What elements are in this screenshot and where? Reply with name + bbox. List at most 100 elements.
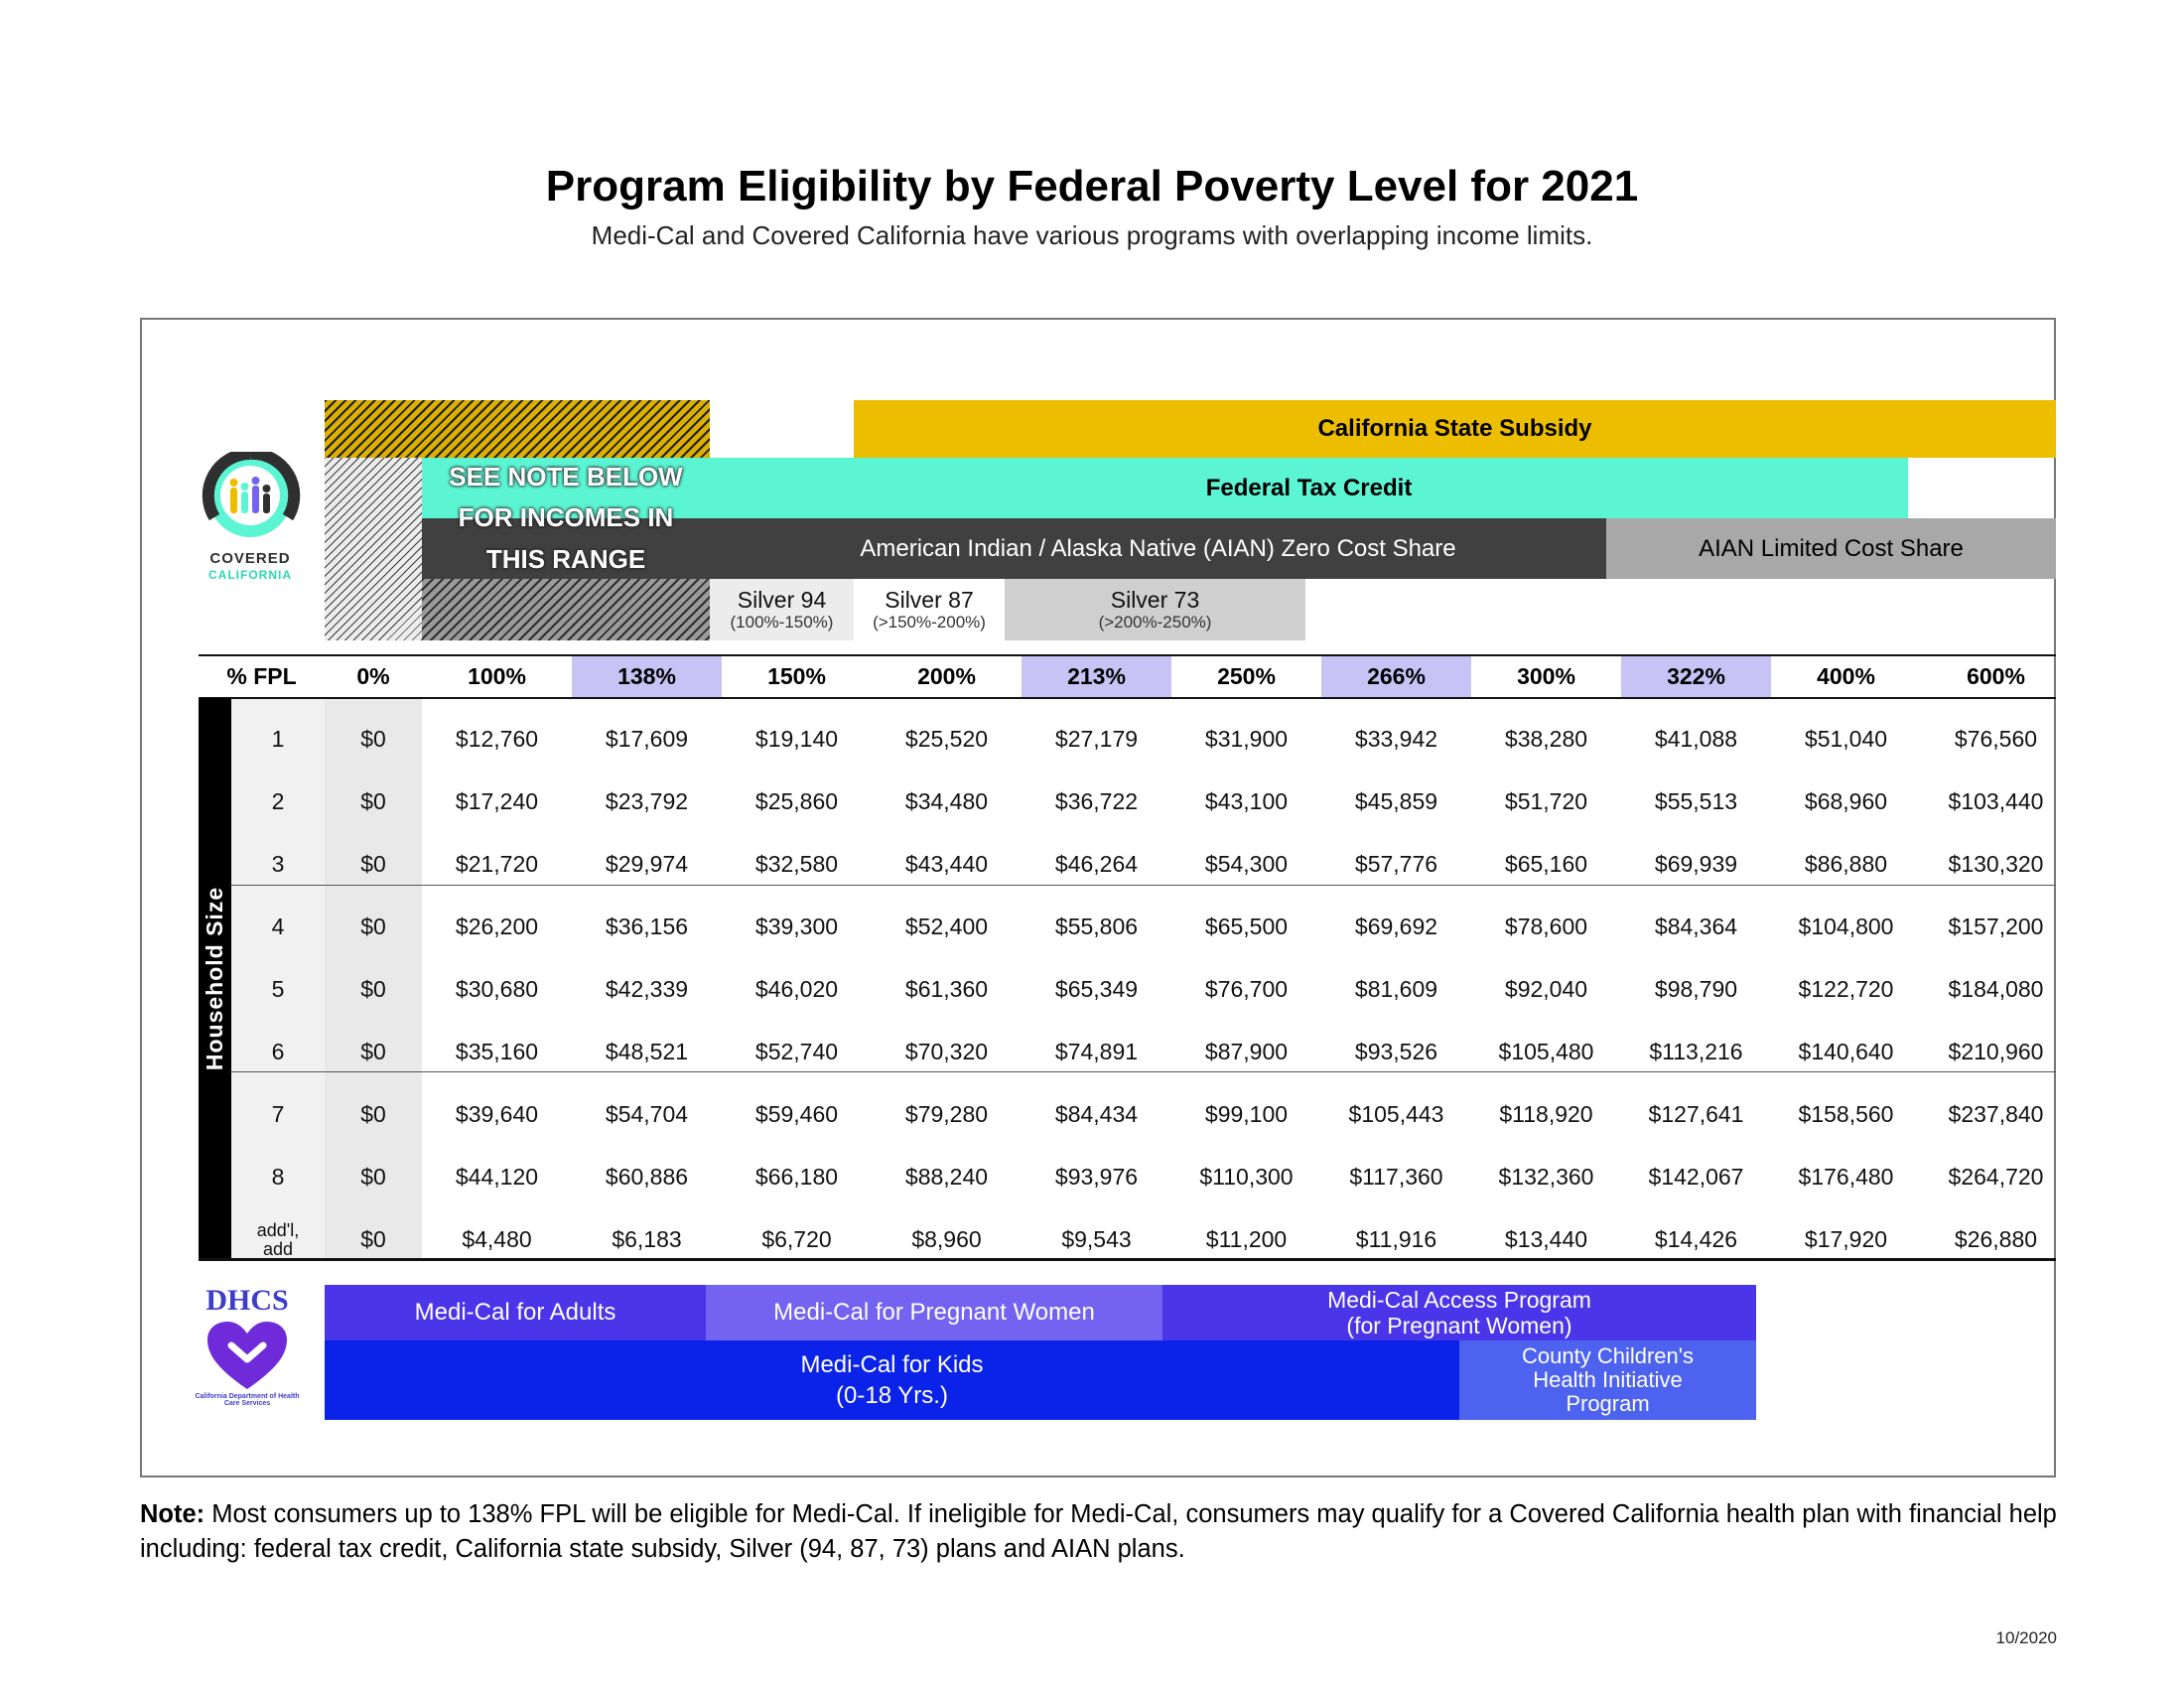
income-cell: $32,580 [754, 851, 839, 877]
income-cell: $46,020 [754, 976, 839, 1002]
income-cell: $21,720 [455, 851, 539, 877]
income-cell: $14,426 [1654, 1226, 1738, 1252]
household-number-column-shade [231, 698, 325, 1258]
footnote-label: Note: [140, 1500, 205, 1528]
dhcs-logo-tagline: California Department of Health Care Ser… [195, 1393, 300, 1407]
logo-text-covered: COVERED [209, 550, 291, 567]
income-cell: $13,440 [1504, 1226, 1588, 1252]
aian-zero-band-start [422, 518, 710, 579]
household-size-cell: 2 [271, 788, 285, 814]
logo-text-california: CALIFORNIA [208, 568, 292, 582]
income-cell: $0 [360, 976, 386, 1002]
income-cell: $76,560 [1954, 726, 2038, 752]
column-header: 600% [1967, 663, 2025, 689]
income-cell: $264,720 [1948, 1164, 2044, 1190]
footnote: Note: Most consumers up to 138% FPL will… [140, 1497, 2066, 1566]
income-cell: $45,859 [1354, 788, 1438, 814]
medi-cal-kids-band: Medi-Cal for Kids (0-18 Yrs.) [325, 1340, 1459, 1420]
income-cell: $27,179 [1054, 726, 1139, 752]
income-cell: $0 [360, 726, 386, 752]
income-cell: $31,900 [1204, 726, 1289, 752]
household-size-cell: add'l, add [256, 1219, 300, 1259]
income-cell: $6,720 [761, 1226, 832, 1252]
income-cell: $19,140 [754, 726, 839, 752]
income-cell: $36,156 [605, 914, 689, 939]
income-cell: $184,080 [1948, 976, 2044, 1002]
income-cell: $140,640 [1798, 1039, 1894, 1064]
income-cell: $103,440 [1948, 788, 2044, 814]
income-cell: $17,240 [455, 788, 539, 814]
income-cell: $65,349 [1054, 976, 1139, 1002]
silver-73-band: Silver 73 (>200%-250%) [1005, 579, 1305, 640]
income-cell: $142,067 [1648, 1164, 1744, 1190]
income-cell: $6,183 [612, 1226, 682, 1252]
income-cell: $84,364 [1654, 914, 1738, 939]
income-cell: $35,160 [455, 1039, 539, 1064]
income-cell: $17,609 [605, 726, 689, 752]
income-cell: $113,216 [1649, 1039, 1743, 1064]
table-bottom-rule [199, 1258, 2056, 1261]
highlight-column-header-shade [1621, 656, 1771, 697]
income-cell: $84,434 [1054, 1101, 1139, 1127]
household-size-cell: 3 [271, 851, 285, 877]
income-cell: $118,920 [1499, 1101, 1593, 1127]
income-cell: $33,942 [1354, 726, 1438, 752]
income-cell: $78,600 [1504, 914, 1588, 939]
income-cell: $130,320 [1948, 851, 2044, 877]
medi-cal-access-program-band: Medi-Cal Access Program (for Pregnant Wo… [1162, 1285, 1756, 1340]
income-cell: $76,700 [1204, 976, 1289, 1002]
income-cell: $34,480 [904, 788, 989, 814]
income-cell: $70,320 [904, 1039, 989, 1064]
income-cell: $60,886 [605, 1164, 689, 1190]
income-cell: $98,790 [1654, 976, 1738, 1002]
fpl-header: % FPL [226, 663, 297, 689]
state-subsidy-band: California State Subsidy [854, 400, 2056, 458]
income-cell: $117,360 [1349, 1164, 1443, 1190]
income-cell: $87,900 [1204, 1039, 1289, 1064]
silver-87-range: (>150%-200%) [873, 613, 986, 633]
column-header: 322% [1667, 663, 1725, 689]
household-size-cell: 8 [271, 1164, 285, 1190]
income-cell: $12,760 [455, 726, 539, 752]
income-cell: $69,939 [1654, 851, 1738, 877]
footnote-text: Most consumers up to 138% FPL will be el… [140, 1500, 2057, 1563]
income-cell: $39,300 [754, 914, 839, 939]
income-cell: $65,500 [1204, 914, 1289, 939]
highlight-column-header-shade [1022, 656, 1171, 697]
income-cell: $11,916 [1355, 1226, 1437, 1252]
revision-date: 10/2020 [1995, 1628, 2057, 1647]
income-cell: $25,520 [904, 726, 989, 752]
income-cell: $57,776 [1354, 851, 1438, 877]
income-cell: $0 [360, 788, 386, 814]
covered-california-logo: COVERED CALIFORNIA [195, 447, 306, 591]
income-cell: $104,800 [1798, 914, 1894, 939]
income-cell: $4,480 [462, 1226, 532, 1252]
income-cell: $127,641 [1648, 1101, 1744, 1127]
column-header: 213% [1067, 663, 1126, 689]
medi-cal-pregnant-band: Medi-Cal for Pregnant Women [706, 1285, 1162, 1340]
income-cell: $55,513 [1654, 788, 1738, 814]
household-size-cell: 4 [271, 914, 285, 939]
income-cell: $26,880 [1954, 1226, 2038, 1252]
medi-cal-adults-band: Medi-Cal for Adults [325, 1285, 706, 1340]
income-cell: $105,443 [1348, 1101, 1444, 1127]
income-cell: $176,480 [1798, 1164, 1894, 1190]
household-size-cell: 6 [271, 1039, 285, 1064]
column-header: 200% [917, 663, 976, 689]
household-size-cell: 5 [271, 976, 285, 1002]
income-cell: $30,680 [455, 976, 539, 1002]
column-header: 0% [356, 663, 390, 689]
column-header: 150% [767, 663, 826, 689]
income-cell: $52,740 [754, 1039, 839, 1064]
column-header: 250% [1217, 663, 1276, 689]
income-cell: $237,840 [1948, 1101, 2044, 1127]
federal-tax-credit-band-start [422, 458, 710, 518]
hatched-light-block [325, 458, 422, 640]
income-cell: $38,280 [1504, 726, 1588, 752]
zero-percent-column-shade [325, 698, 422, 1258]
income-cell: $43,440 [904, 851, 989, 877]
income-cell: $51,040 [1804, 726, 1888, 752]
aian-limited-cost-share-band: AIAN Limited Cost Share [1606, 518, 2056, 579]
household-size-band [199, 698, 231, 1258]
column-header: 300% [1517, 663, 1575, 689]
